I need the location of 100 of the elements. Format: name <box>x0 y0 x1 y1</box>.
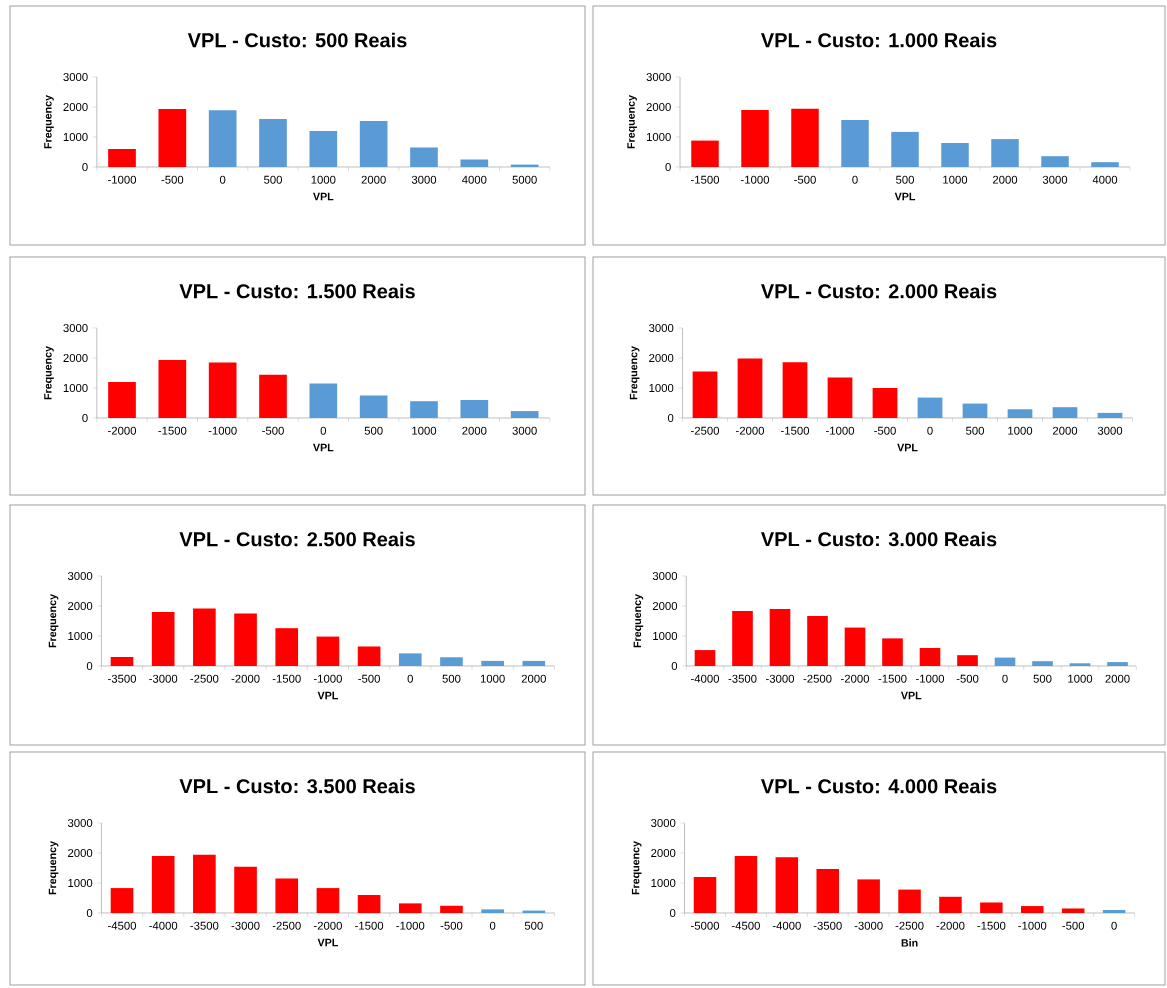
x-tick-label: -3000 <box>231 921 260 930</box>
x-axis-title: Bin <box>901 938 918 947</box>
bar <box>1069 663 1091 666</box>
bar <box>917 397 943 418</box>
x-tick-label: -500 <box>262 426 284 435</box>
y-tick-label: 0 <box>669 908 676 917</box>
x-tick-label: 1000 <box>943 175 968 184</box>
x-tick-label: -3500 <box>108 674 137 683</box>
bar <box>481 909 504 913</box>
x-tick-label: 500 <box>1033 674 1052 683</box>
y-axis-title: Frequency <box>48 594 59 648</box>
bar <box>357 894 381 913</box>
x-tick-label: 0 <box>927 426 933 435</box>
x-tick-label: -2500 <box>803 674 832 683</box>
y-axis-title: Frequency <box>629 346 640 400</box>
y-tick-label: 0 <box>86 908 93 917</box>
x-tick-label: 4000 <box>461 175 487 184</box>
x-tick-label: -1500 <box>781 426 810 435</box>
bar <box>882 638 903 666</box>
x-tick-label: -1000 <box>208 426 237 435</box>
x-tick-label: -1000 <box>741 175 770 184</box>
y-tick-label: 3000 <box>646 72 671 81</box>
x-tick-label: -2000 <box>736 426 765 435</box>
x-tick-label: -2500 <box>272 921 301 930</box>
x-axis-title: VPL <box>313 192 334 201</box>
x-axis-title: VPL <box>900 691 922 700</box>
x-tick-label: -2500 <box>895 921 924 930</box>
x-tick-label: -4500 <box>731 921 760 930</box>
x-tick-label: -2000 <box>108 426 137 435</box>
y-axis-title: Frequency <box>633 594 644 648</box>
chart-title: VPL - Custo: 3.000 Reais <box>760 531 997 547</box>
x-tick-label: 0 <box>489 921 496 930</box>
bar <box>193 608 216 666</box>
x-axis-title: VPL <box>894 192 916 201</box>
bar <box>691 140 719 167</box>
x-axis-title: VPL <box>313 443 334 452</box>
y-axis-title: Frequency <box>48 841 59 895</box>
bar <box>440 657 463 666</box>
y-tick-label: 3000 <box>649 323 674 332</box>
x-tick-label: -500 <box>358 674 380 683</box>
bar <box>316 636 340 666</box>
bar <box>816 868 839 913</box>
bar <box>844 627 866 666</box>
x-tick-label: 0 <box>852 175 858 184</box>
y-axis-title: Frequency <box>627 95 637 149</box>
bar <box>857 879 880 913</box>
bar <box>737 358 763 418</box>
bar <box>980 902 1003 913</box>
y-tick-label: 0 <box>665 162 671 171</box>
y-tick-label: 2000 <box>651 848 676 857</box>
y-axis-title: Frequency <box>44 346 54 400</box>
x-tick-label: -1500 <box>977 921 1006 930</box>
bar <box>410 147 438 167</box>
y-tick-label: 3000 <box>652 571 678 580</box>
y-tick-label: 1000 <box>63 383 88 392</box>
chart-title: VPL - Custo: 1.500 Reais <box>179 283 415 299</box>
bar <box>193 854 216 913</box>
x-tick-label: -1000 <box>1018 921 1047 930</box>
bar <box>1032 661 1053 666</box>
bar <box>510 411 539 418</box>
x-tick-label: -1000 <box>396 921 425 930</box>
x-tick-label: -3500 <box>728 674 757 683</box>
x-tick-label: 3000 <box>1097 426 1123 435</box>
bar <box>234 613 257 666</box>
y-tick-label: 1000 <box>68 878 93 887</box>
x-tick-label: -1500 <box>158 426 187 435</box>
y-tick-label: 1000 <box>653 631 678 640</box>
y-tick-label: 0 <box>82 413 88 422</box>
y-axis-title: Frequency <box>631 841 642 895</box>
y-tick-label: 2000 <box>63 102 88 111</box>
bar <box>108 148 136 167</box>
x-tick-label: 500 <box>264 175 282 184</box>
x-tick-label: 3000 <box>1042 175 1068 184</box>
bar <box>1052 407 1078 418</box>
x-tick-label: 0 <box>219 175 226 184</box>
x-tick-label: 3000 <box>512 426 537 435</box>
bar <box>1091 162 1119 167</box>
chart-title: VPL - Custo: 3.500 Reais <box>179 778 415 794</box>
y-tick-label: 1000 <box>651 878 676 887</box>
x-tick-label: -3500 <box>813 921 842 930</box>
x-tick-label: 2000 <box>1052 426 1078 435</box>
bar <box>460 159 489 167</box>
x-tick-label: -2000 <box>936 921 965 930</box>
x-tick-label: -3500 <box>190 921 219 930</box>
bar <box>872 387 898 418</box>
x-tick-label: 1000 <box>1068 674 1093 683</box>
y-tick-label: 2000 <box>63 353 88 362</box>
bar <box>410 401 438 418</box>
y-tick-label: 2000 <box>649 353 674 362</box>
bar <box>234 866 257 913</box>
bar <box>398 903 422 913</box>
y-tick-label: 2000 <box>68 601 93 610</box>
x-tick-label: -1000 <box>826 426 855 435</box>
bar <box>1107 662 1128 666</box>
bar <box>357 646 381 666</box>
x-tick-label: 500 <box>524 921 543 930</box>
x-tick-label: -1500 <box>355 921 384 930</box>
bar <box>460 399 489 418</box>
bar <box>359 121 388 167</box>
bar <box>309 130 338 167</box>
